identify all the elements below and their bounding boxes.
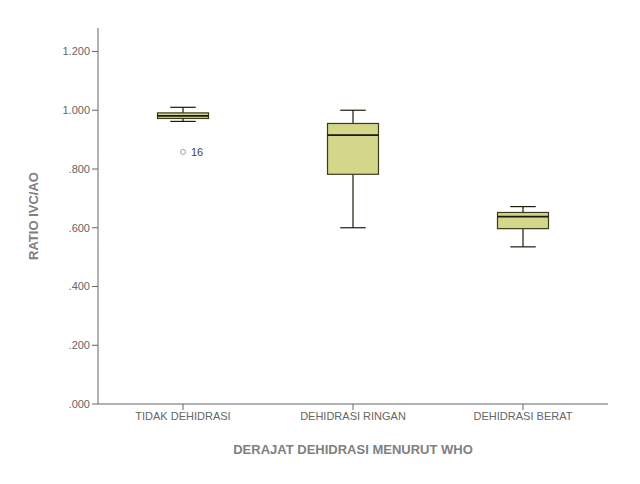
- svg-text:DEHIDRASI BERAT: DEHIDRASI BERAT: [474, 410, 573, 422]
- svg-text:DEHIDRASI RINGAN: DEHIDRASI RINGAN: [300, 410, 406, 422]
- svg-text:16: 16: [191, 146, 203, 158]
- svg-text:.400: .400: [69, 280, 90, 292]
- svg-text:RATIO IVC/AO: RATIO IVC/AO: [26, 172, 41, 260]
- svg-text:.000: .000: [69, 398, 90, 410]
- svg-text:DERAJAT DEHIDRASI MENURUT WHO: DERAJAT DEHIDRASI MENURUT WHO: [233, 442, 473, 457]
- svg-text:.600: .600: [69, 222, 90, 234]
- svg-text:1.000: 1.000: [62, 104, 90, 116]
- svg-text:.200: .200: [69, 339, 90, 351]
- svg-text:TIDAK DEHIDRASI: TIDAK DEHIDRASI: [135, 410, 230, 422]
- svg-text:1.200: 1.200: [62, 45, 90, 57]
- svg-text:.800: .800: [69, 163, 90, 175]
